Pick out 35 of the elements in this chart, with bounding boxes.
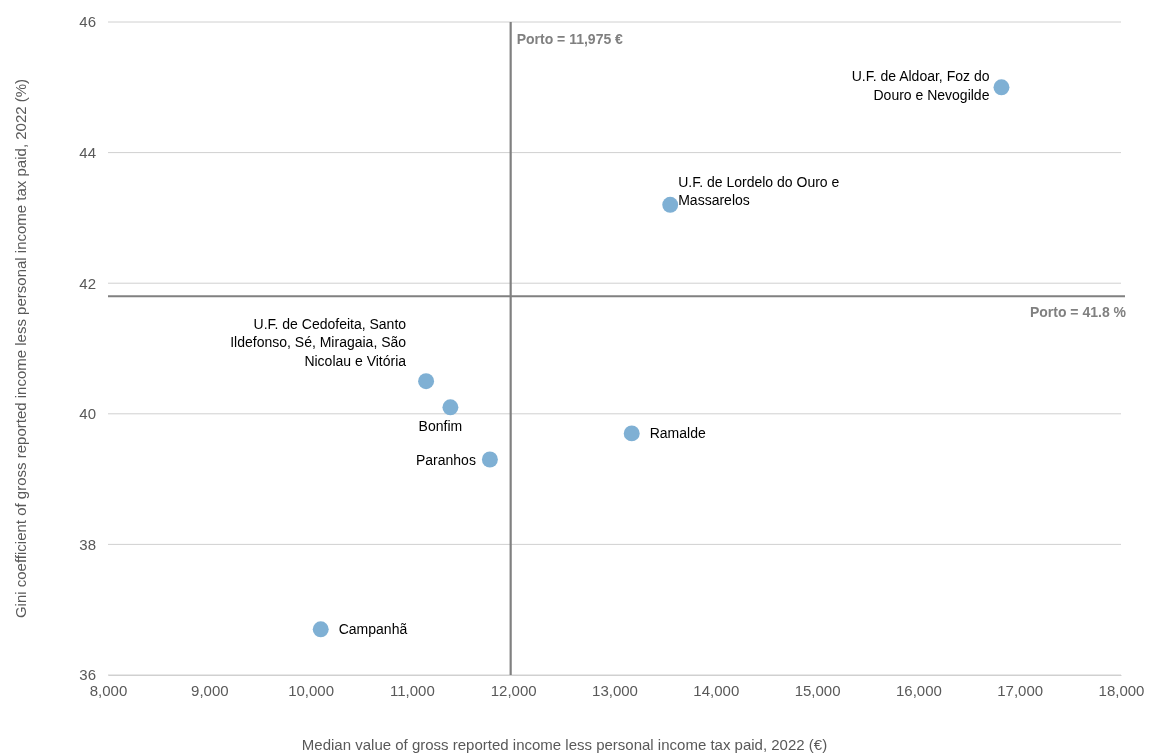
point <box>442 399 459 416</box>
annotation: Bonfim <box>418 418 463 435</box>
x-tick-label: 14,000 <box>693 681 740 699</box>
x-axis-title: Median value of gross reported income less personal income tax paid, 2022 (€) <box>301 736 828 753</box>
y-tick-label: 44 <box>79 143 96 161</box>
annotation: U.F. de Lordelo do Ouro e Massarelos <box>678 173 840 209</box>
annotation: Paranhos <box>415 451 476 468</box>
x-tick-label: 13,000 <box>592 681 638 699</box>
y-tick-label: 36 <box>79 666 96 684</box>
y-tick-label: 46 <box>79 13 96 31</box>
x-tick-label: 18,000 <box>1098 681 1145 699</box>
x-tick-label: 10,000 <box>288 681 335 699</box>
point <box>623 425 640 442</box>
point <box>418 373 435 390</box>
x-tick-label: 12,000 <box>490 681 537 699</box>
y-axis-title: Gini coefficient of gross reported income less personal income tax paid, 2022 (%) <box>12 78 29 619</box>
point <box>481 451 498 468</box>
point <box>662 196 679 213</box>
annotation: U.F. de Aldoar, Foz do Douro e Nevogilde <box>851 68 990 103</box>
ref-line-label: Porto = 11,975 € <box>516 31 624 47</box>
point <box>312 621 329 638</box>
annotation: Ramalde <box>649 425 706 442</box>
y-tick-label: 40 <box>79 405 96 423</box>
x-tick-label: 16,000 <box>895 681 942 699</box>
y-tick-label: 42 <box>79 274 96 292</box>
x-tick-label: 11,000 <box>390 681 435 699</box>
annotation: Campanhã <box>338 621 408 638</box>
y-tick-label: 38 <box>79 535 96 553</box>
ref-line-label: Porto = 41.8 % <box>1029 304 1127 321</box>
x-tick-label: 15,000 <box>794 681 841 699</box>
point <box>993 79 1010 96</box>
annotation: U.F. de Cedofeita, Santo Ildefonso, Sé, Miragaia, São Nicolau e Vitória <box>230 316 407 369</box>
x-tick-label: 8,000 <box>89 681 128 699</box>
x-tick-label: 9,000 <box>191 681 229 699</box>
x-tick-label: 17,000 <box>997 681 1044 699</box>
